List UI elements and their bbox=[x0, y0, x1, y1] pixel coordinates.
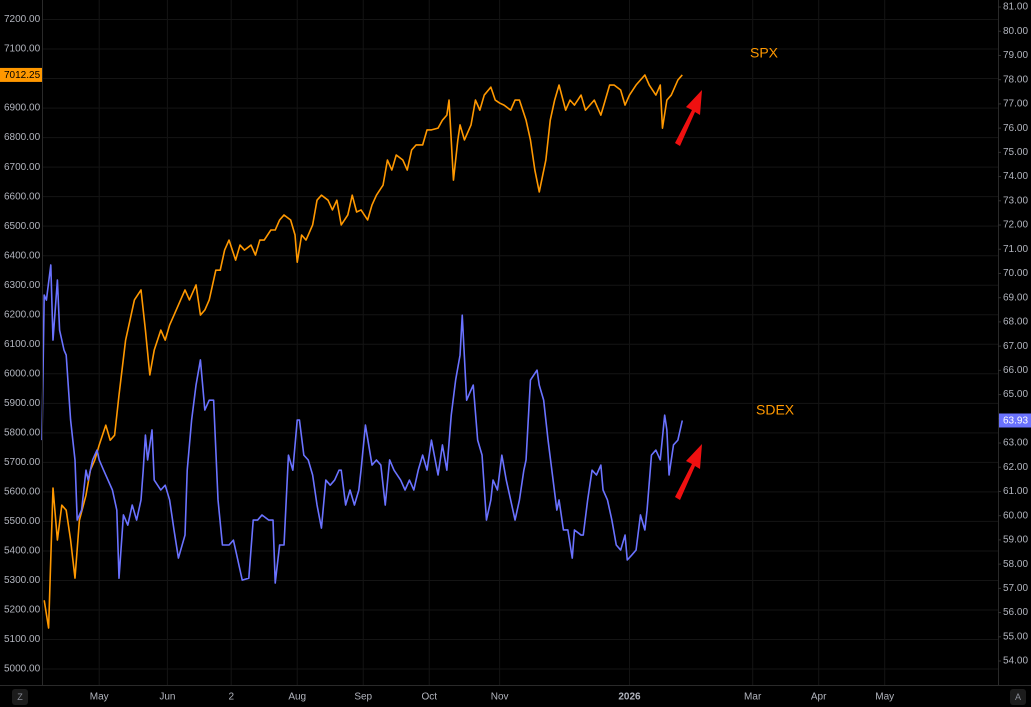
corner-button[interactable]: A bbox=[1010, 689, 1026, 705]
arrow bbox=[675, 90, 702, 146]
x-tick-label: May bbox=[90, 692, 109, 703]
y-tick-label: 5700.00 bbox=[4, 457, 41, 468]
grid bbox=[42, 0, 998, 685]
y2-tick-label: 61.00 bbox=[1003, 486, 1028, 497]
x-tick-label: 2026 bbox=[618, 692, 641, 703]
series-line bbox=[41, 264, 684, 584]
price-tag-label: 63.93 bbox=[1003, 416, 1028, 427]
y2-tick-label: 76.00 bbox=[1003, 123, 1028, 134]
y2-tick-label: 80.00 bbox=[1003, 26, 1028, 37]
price-tag-label: 7012.25 bbox=[4, 70, 41, 81]
x-tick-label: Apr bbox=[811, 692, 827, 703]
y-tick-label: 6700.00 bbox=[4, 162, 41, 173]
x-tick-label: Nov bbox=[491, 692, 509, 703]
corner-button[interactable]: Z bbox=[12, 689, 28, 705]
price-tag bbox=[999, 413, 1031, 428]
y-tick-label: 6500.00 bbox=[4, 221, 41, 232]
y2-tick-label: 65.00 bbox=[1003, 389, 1028, 400]
y2-tick-label: 73.00 bbox=[1003, 195, 1028, 206]
y2-tick-label: 58.00 bbox=[1003, 559, 1028, 570]
y2-tick-label: 55.00 bbox=[1003, 631, 1028, 642]
x-tick-label: Jun bbox=[159, 692, 175, 703]
y2-tick-label: 67.00 bbox=[1003, 341, 1028, 352]
x-tick-label: Sep bbox=[354, 692, 372, 703]
button-label[interactable]: Z bbox=[17, 692, 23, 702]
y2-tick-label: 62.00 bbox=[1003, 462, 1028, 473]
plot-area bbox=[41, 74, 684, 629]
y2-tick-label: 57.00 bbox=[1003, 583, 1028, 594]
y-tick-label: 5600.00 bbox=[4, 487, 41, 498]
button-bg[interactable] bbox=[1010, 689, 1026, 705]
y-tick-label: 5000.00 bbox=[4, 664, 41, 675]
y-tick-label: 5100.00 bbox=[4, 634, 41, 645]
price-tags: 7012.25 63.93 bbox=[0, 67, 1031, 428]
x-tick-label: 2 bbox=[228, 692, 234, 703]
y-tick-label: 6600.00 bbox=[4, 191, 41, 202]
x-tick-label: Aug bbox=[288, 692, 306, 703]
button-label[interactable]: A bbox=[1015, 692, 1021, 702]
series-line bbox=[43, 74, 683, 629]
y-tick-label: 6000.00 bbox=[4, 368, 41, 379]
y-tick-label: 6800.00 bbox=[4, 132, 41, 143]
y2-tick-label: 75.00 bbox=[1003, 147, 1028, 158]
y-tick-label: 5300.00 bbox=[4, 575, 41, 586]
y2-tick-label: 56.00 bbox=[1003, 607, 1028, 618]
y2-tick-label: 72.00 bbox=[1003, 220, 1028, 231]
y2-tick-label: 63.00 bbox=[1003, 438, 1028, 449]
y-tick-label: 6200.00 bbox=[4, 309, 41, 320]
y-tick-label: 7200.00 bbox=[4, 14, 41, 25]
x-tick-label: Mar bbox=[744, 692, 762, 703]
y2-tick-label: 59.00 bbox=[1003, 535, 1028, 546]
y2-tick-label: 79.00 bbox=[1003, 50, 1028, 61]
x-tick-label: Oct bbox=[421, 692, 437, 703]
y2-tick-label: 70.00 bbox=[1003, 268, 1028, 279]
y-tick-label: 5400.00 bbox=[4, 546, 41, 557]
y2-tick-label: 74.00 bbox=[1003, 171, 1028, 182]
y2-tick-label: 66.00 bbox=[1003, 365, 1028, 376]
y2-tick-label: 71.00 bbox=[1003, 244, 1028, 255]
y2-tick-label: 78.00 bbox=[1003, 74, 1028, 85]
arrow bbox=[675, 444, 702, 500]
x-tick-label: May bbox=[875, 692, 894, 703]
y-tick-label: 5800.00 bbox=[4, 427, 41, 438]
y2-tick-label: 77.00 bbox=[1003, 99, 1028, 110]
y-tick-label: 5900.00 bbox=[4, 398, 41, 409]
y-tick-label: 5200.00 bbox=[4, 605, 41, 616]
button-bg[interactable] bbox=[12, 689, 28, 705]
y-tick-label: 6300.00 bbox=[4, 280, 41, 291]
y-tick-label: 6900.00 bbox=[4, 103, 41, 114]
y2-tick-label: 54.00 bbox=[1003, 656, 1028, 667]
y-tick-label: 7100.00 bbox=[4, 44, 41, 55]
annotation: SPX bbox=[750, 45, 779, 61]
y2-tick-label: 60.00 bbox=[1003, 510, 1028, 521]
y2-tick-label: 69.00 bbox=[1003, 292, 1028, 303]
price-tag bbox=[0, 67, 42, 82]
annotation: SDEX bbox=[756, 402, 795, 418]
y-tick-label: 6400.00 bbox=[4, 250, 41, 261]
y2-tick-label: 68.00 bbox=[1003, 317, 1028, 328]
y-tick-label: 6100.00 bbox=[4, 339, 41, 350]
y-tick-label: 5500.00 bbox=[4, 516, 41, 527]
y2-tick-label: 81.00 bbox=[1003, 2, 1028, 13]
